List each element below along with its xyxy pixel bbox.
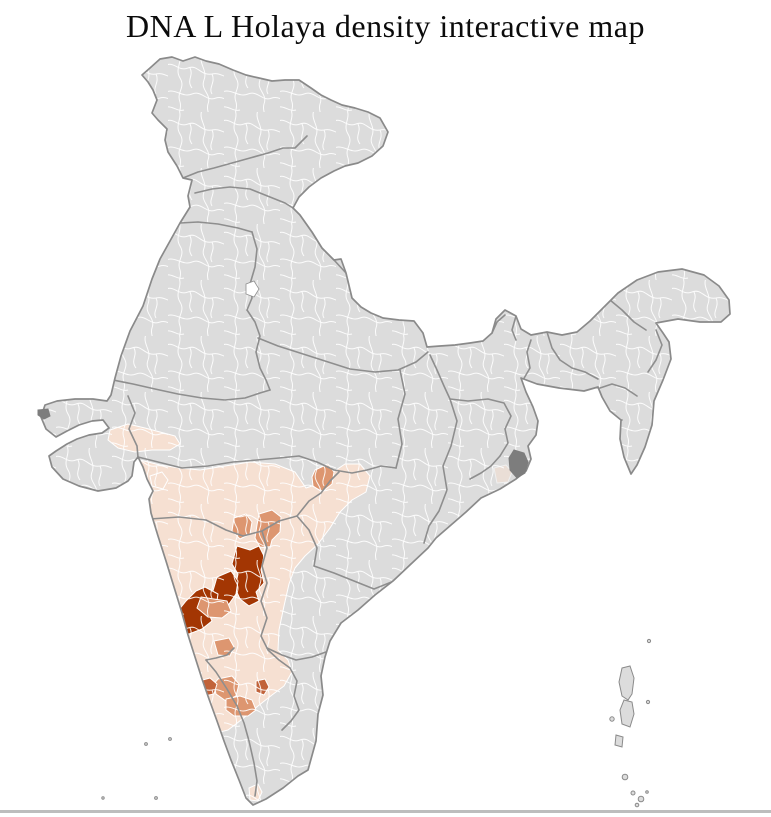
- india-outline: [40, 56, 731, 806]
- delta-marsh: [508, 449, 529, 479]
- district-mesh: [41, 57, 730, 805]
- bottom-divider: [0, 810, 771, 813]
- islands[interactable]: [101, 638, 652, 808]
- kutch-marsh: [37, 408, 51, 420]
- capital-district[interactable]: [245, 280, 260, 298]
- page-title: DNA L Holaya density interactive map: [126, 8, 645, 44]
- state-borders: [112, 135, 663, 797]
